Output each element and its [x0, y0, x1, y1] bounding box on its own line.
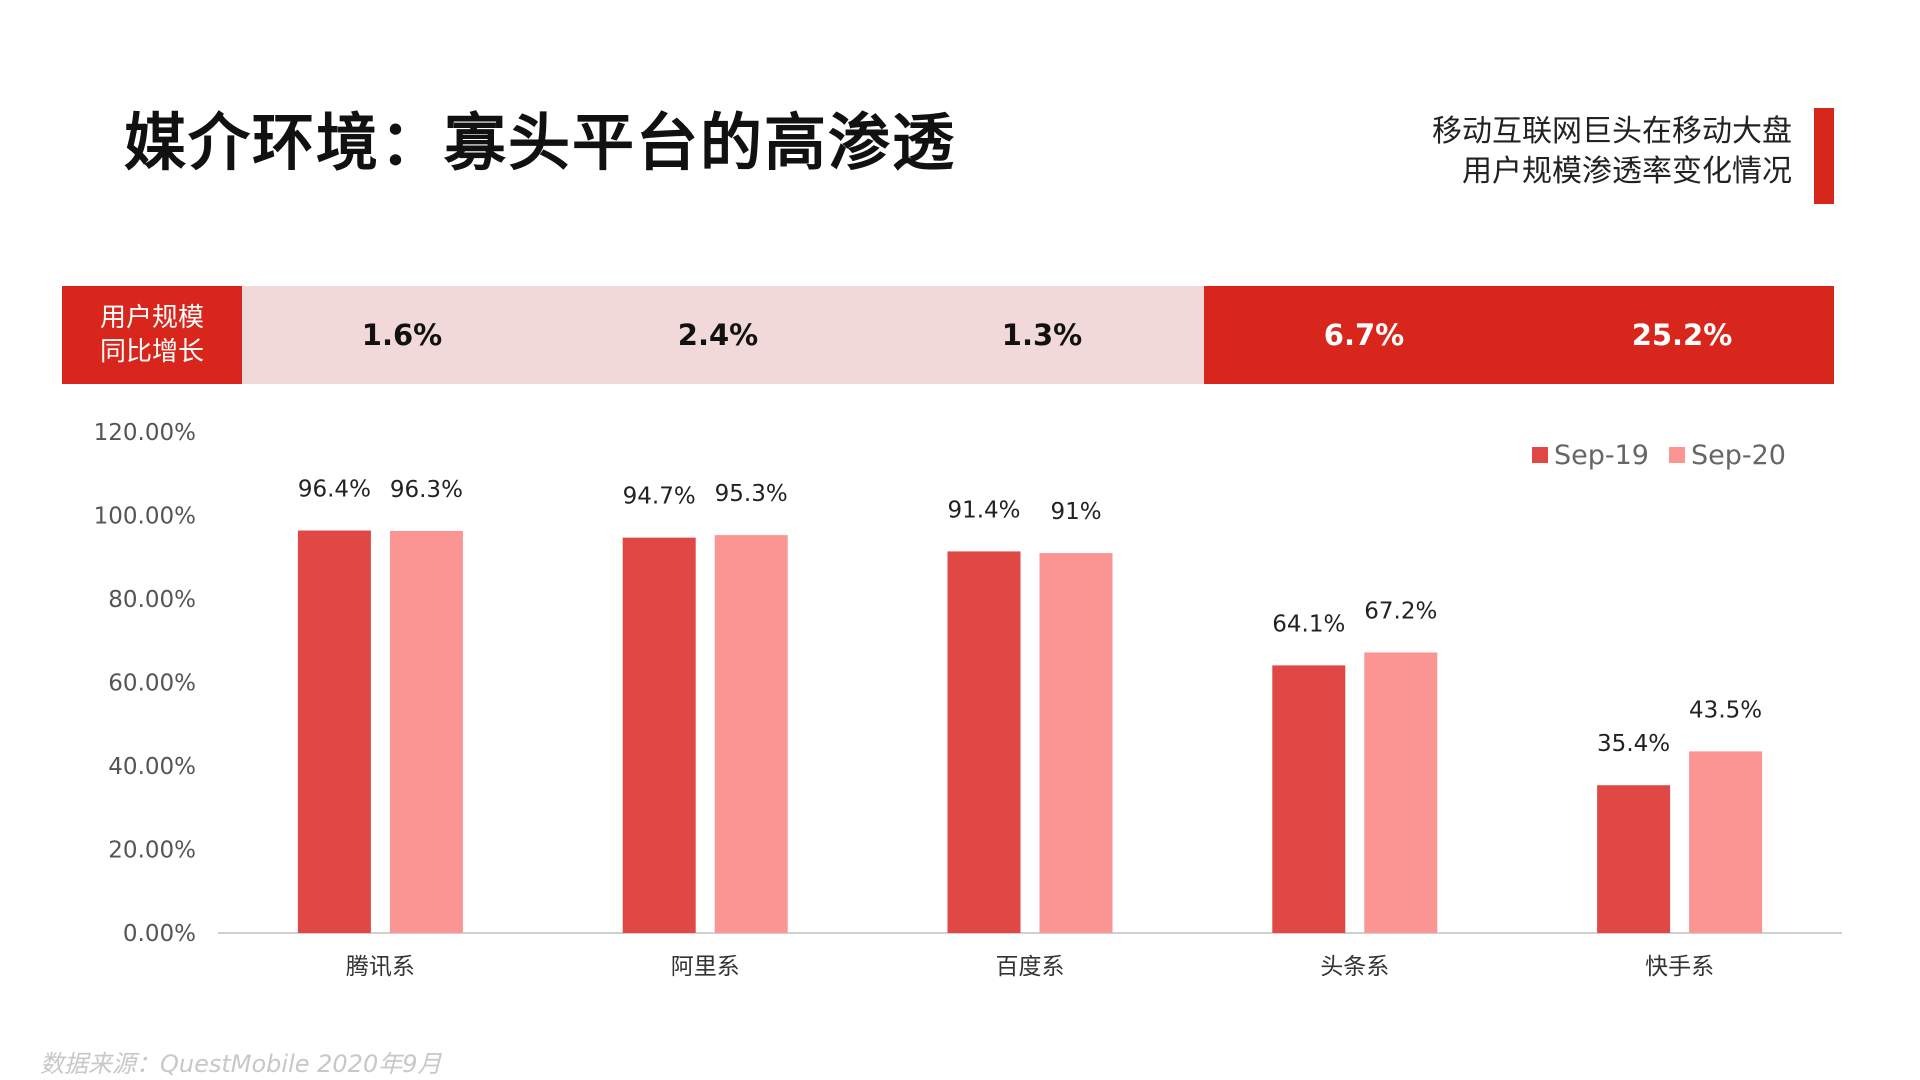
y-tick-label: 100.00% — [94, 504, 196, 530]
y-tick-label: 120.00% — [94, 420, 196, 446]
legend-label-sep-20: Sep-20 — [1691, 440, 1786, 471]
growth-band: 用户规模 同比增长 1.6% 2.4% 1.3% 6.7% 25.2% — [62, 286, 1834, 384]
x-tick-label: 头条系 — [1320, 954, 1389, 980]
growth-label-line-1: 用户规模 — [99, 303, 204, 333]
bar-sep-20-4 — [1689, 751, 1763, 933]
bar-sep-19-1 — [622, 537, 696, 933]
page-title: 媒介环境：寡头平台的高渗透 — [124, 106, 957, 179]
bar-sep-19-2 — [947, 551, 1021, 933]
data-label: 91% — [1050, 499, 1101, 525]
growth-band-dark — [1204, 286, 1834, 384]
page-subtitle: 移动互联网巨头在移动大盘 用户规模渗透率变化情况 — [1432, 112, 1792, 192]
growth-value-baidu: 1.3% — [1001, 318, 1083, 352]
legend-label-sep-19: Sep-19 — [1554, 440, 1649, 471]
legend-swatch-sep-20 — [1669, 447, 1685, 463]
x-tick-label: 腾讯系 — [346, 954, 415, 980]
y-tick-label: 20.00% — [108, 838, 196, 864]
bar-sep-19-3 — [1272, 665, 1346, 933]
bar-sep-20-0 — [389, 530, 463, 933]
data-label: 95.3% — [715, 481, 788, 507]
y-tick-label: 80.00% — [108, 587, 196, 613]
data-label: 43.5% — [1689, 697, 1762, 723]
growth-value-kuaishou: 25.2% — [1631, 318, 1733, 352]
source-note: 数据来源：QuestMobile 2020年9月 — [40, 1050, 442, 1078]
bar-sep-20-3 — [1364, 652, 1438, 933]
growth-band-light — [242, 286, 1204, 384]
subtitle-line-2: 用户规模渗透率变化情况 — [1462, 154, 1792, 189]
accent-bar — [1814, 108, 1834, 204]
x-tick-label: 快手系 — [1645, 954, 1714, 980]
x-tick-label: 阿里系 — [671, 954, 740, 980]
y-tick-label: 40.00% — [108, 754, 196, 780]
data-label: 96.3% — [390, 477, 463, 503]
subtitle-line-1: 移动互联网巨头在移动大盘 — [1432, 114, 1792, 149]
x-tick-label: 百度系 — [996, 954, 1065, 980]
bar-sep-20-2 — [1039, 553, 1113, 933]
growth-value-tencent: 1.6% — [361, 318, 443, 352]
data-label: 67.2% — [1364, 598, 1437, 624]
data-label: 35.4% — [1597, 731, 1670, 757]
growth-label-line-2: 同比增长 — [99, 337, 204, 367]
data-label: 96.4% — [298, 477, 371, 503]
bar-sep-20-1 — [714, 535, 788, 933]
growth-value-bytedance: 6.7% — [1323, 318, 1405, 352]
growth-value-alibaba: 2.4% — [677, 318, 759, 352]
bar-sep-19-0 — [297, 530, 371, 933]
legend-swatch-sep-19 — [1532, 447, 1548, 463]
y-tick-label: 0.00% — [123, 921, 196, 947]
growth-label: 用户规模 同比增长 — [62, 286, 242, 384]
bar-sep-19-4 — [1597, 785, 1671, 933]
data-label: 94.7% — [623, 484, 696, 510]
data-label: 64.1% — [1272, 611, 1345, 637]
data-label: 91.4% — [947, 497, 1020, 523]
y-tick-label: 60.00% — [108, 671, 196, 697]
